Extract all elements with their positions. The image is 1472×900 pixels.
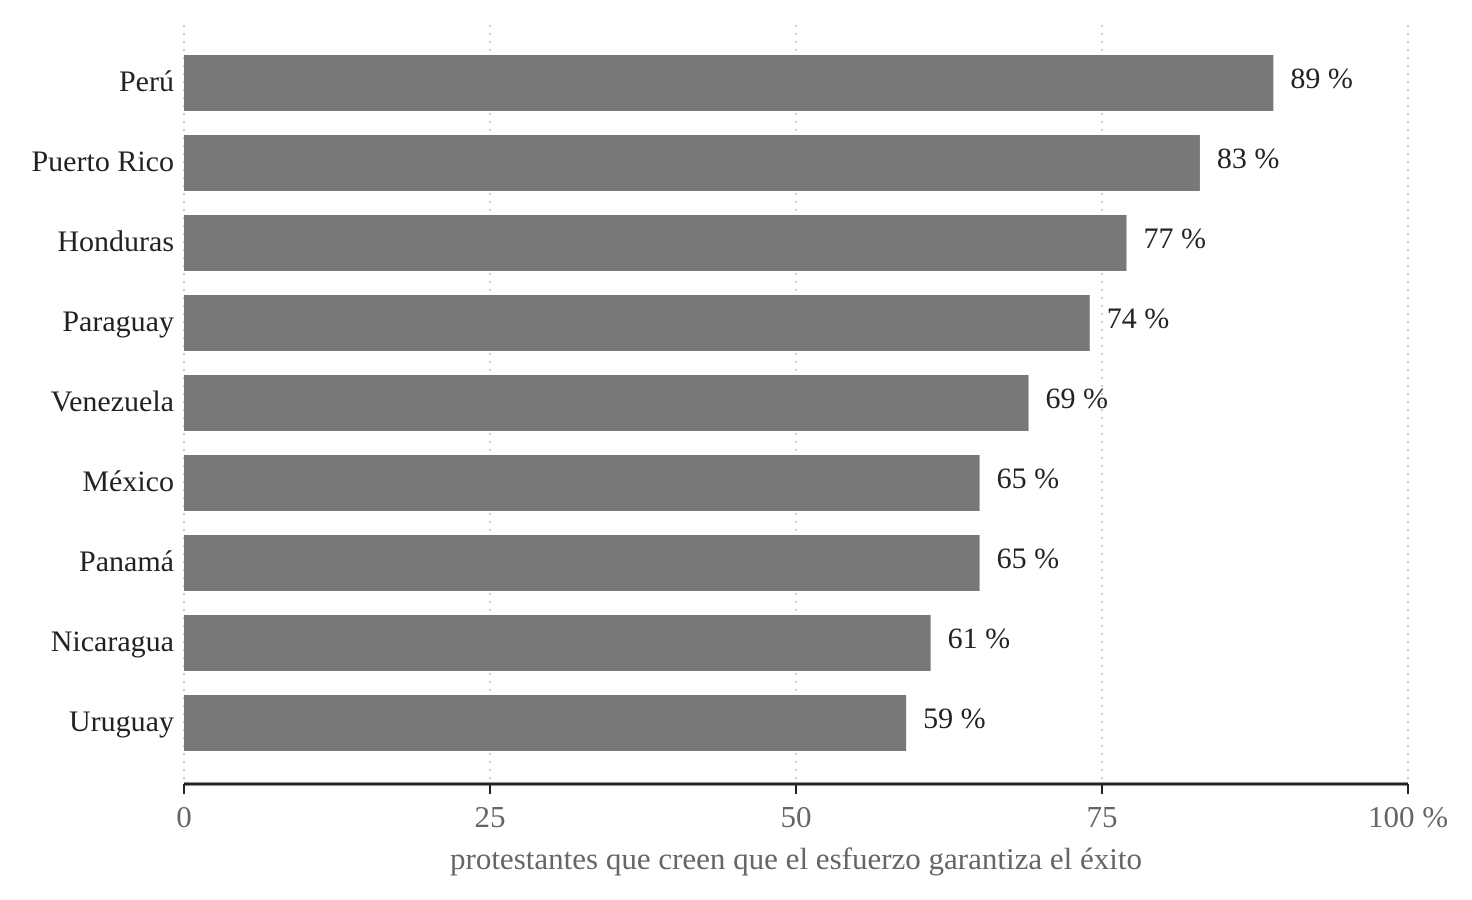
value-label: 77 % [1143,222,1206,255]
y-tick-label: Perú [119,65,174,98]
value-label: 65 % [997,462,1060,495]
y-tick-label: Puerto Rico [32,145,175,178]
x-tick-label: 25 [475,799,506,834]
value-label: 89 % [1290,62,1353,95]
y-tick-label: Panamá [79,545,174,578]
y-tick-label: Paraguay [62,305,174,338]
x-tick-label: 100 % [1368,799,1448,834]
x-tick-label: 0 [176,799,192,834]
value-label: 59 % [923,702,986,735]
bar [184,55,1274,111]
value-label: 83 % [1217,142,1280,175]
bar [184,375,1029,431]
bar [184,295,1090,351]
bar [184,615,931,671]
y-tick-label: Uruguay [69,705,174,738]
y-tick-label: Venezuela [51,385,174,418]
y-tick-label: Honduras [57,225,174,258]
bar [184,135,1200,191]
bar [184,535,980,591]
y-tick-label: México [82,465,174,498]
x-tick-label: 50 [781,799,812,834]
value-label: 65 % [997,542,1060,575]
bar [184,455,980,511]
x-axis-label: protestantes que creen que el esfuerzo g… [450,841,1142,876]
y-tick-label: Nicaragua [51,625,174,658]
value-label: 69 % [1046,382,1109,415]
bar [184,215,1127,271]
x-tick-label: 75 [1087,799,1118,834]
value-label: 61 % [948,622,1011,655]
bar [184,695,907,751]
value-label: 74 % [1107,302,1170,335]
